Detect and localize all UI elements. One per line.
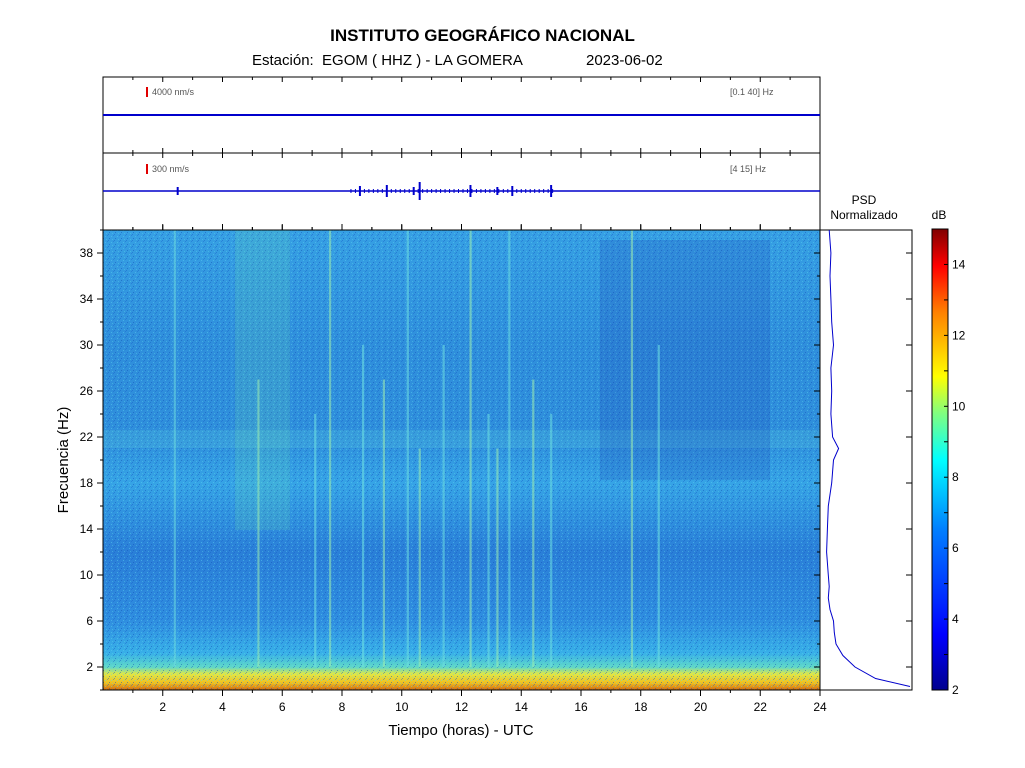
spectrogram-panel: 2 4 6 8 10 12 14 16 18 20 22 24 261014182226303438 …	[55, 229, 827, 739]
station-label: Estación: EGOM ( HHZ ) - LA GOMERA	[252, 52, 523, 69]
event-streak	[532, 379, 535, 667]
psd-subtitle: Normalizado	[830, 208, 898, 222]
psd-curve	[826, 229, 911, 687]
spectrogram-noise	[103, 230, 820, 690]
event-streak	[418, 448, 421, 667]
x-tick-label: 6	[279, 700, 286, 714]
x-tick-label: 8	[339, 700, 346, 714]
x-axis-label: Tiempo (horas) - UTC	[388, 722, 533, 739]
colorbar-gradient	[931, 228, 949, 691]
event-streak	[257, 379, 260, 667]
colorbar-tick-label: 6	[952, 541, 959, 555]
psd-title: PSD	[852, 193, 877, 207]
event-streak	[173, 230, 176, 667]
y-tick-label: 34	[80, 292, 94, 306]
trace2-panel: 300 nm/s [4 15] Hz	[102, 152, 821, 231]
trace1-panel: 4000 nm/s [0.1 40] Hz	[102, 76, 821, 154]
spectrogram-events	[173, 230, 660, 667]
trace1-band: [0.1 40] Hz	[730, 87, 774, 97]
y-tick-label: 38	[80, 246, 94, 260]
colorbar-unit: dB	[932, 208, 947, 222]
event-streak	[314, 414, 317, 667]
y-tick-label: 18	[80, 476, 94, 490]
y-tick-label: 22	[80, 430, 94, 444]
x-tick-label: 4	[219, 700, 226, 714]
trace2-scale: 300 nm/s	[152, 164, 190, 174]
colorbar-tick-label: 8	[952, 470, 959, 484]
y-tick-label: 14	[80, 522, 94, 536]
event-streak	[487, 414, 490, 667]
event-streak	[550, 414, 553, 667]
page-title: INSTITUTO GEOGRÁFICO NACIONAL	[330, 26, 635, 45]
colorbar-tick-label: 12	[952, 328, 966, 342]
colorbar-ticks: 2 4 6 8 10 12 14	[944, 228, 966, 697]
y-tick-label: 10	[80, 568, 94, 582]
x-tick-label: 20	[694, 700, 708, 714]
daytime-band	[235, 230, 290, 530]
psd-ticks	[906, 252, 912, 668]
event-streak	[382, 379, 386, 667]
station-prefix: Estación:	[252, 52, 314, 69]
y-tick-label: 2	[86, 660, 93, 674]
y-tick-label: 26	[80, 384, 94, 398]
y-tick-label: 30	[80, 338, 94, 352]
x-tick-label: 12	[455, 700, 469, 714]
event-streak	[406, 230, 409, 667]
x-tick-label: 18	[634, 700, 648, 714]
colorbar-tick-label: 4	[952, 612, 959, 626]
trace1-scale: 4000 nm/s	[152, 87, 195, 97]
x-tick-label: 16	[574, 700, 588, 714]
trace2-scale-marker	[146, 164, 148, 174]
event-streak	[469, 230, 472, 667]
event-streak	[329, 230, 332, 667]
trace2-events	[176, 182, 554, 200]
y-tick-label: 6	[86, 614, 93, 628]
event-streak	[630, 230, 633, 667]
x-tick-label: 14	[515, 700, 529, 714]
x-tick-label: 22	[754, 700, 768, 714]
trace1-scale-marker	[146, 87, 148, 97]
date-label: 2023-06-02	[586, 52, 663, 69]
x-tick-label: 24	[813, 700, 827, 714]
event-streak	[657, 345, 660, 667]
trace2-band: [4 15] Hz	[730, 164, 767, 174]
quiet-region	[600, 240, 770, 480]
band-22hz	[103, 430, 820, 448]
colorbar: dB 2 4 6 8 10 12 14	[931, 208, 966, 697]
event-streak	[496, 448, 499, 667]
event-streak	[508, 230, 511, 667]
psd-panel: PSD Normalizado	[819, 193, 913, 691]
event-streak	[361, 345, 365, 667]
station-name: EGOM ( HHZ ) - LA GOMERA	[322, 52, 523, 69]
colorbar-tick-label: 14	[952, 257, 966, 271]
x-tick-label: 10	[395, 700, 409, 714]
y-axis-label: Frecuencia (Hz)	[55, 407, 72, 514]
x-tick-label: 2	[159, 700, 166, 714]
colorbar-tick-label: 2	[952, 683, 959, 697]
trace1-ticks	[132, 77, 791, 153]
colorbar-tick-label: 10	[952, 399, 966, 413]
x-axis: 2 4 6 8 10 12 14 16 18 20 22 24	[132, 690, 827, 714]
event-streak	[442, 345, 445, 667]
